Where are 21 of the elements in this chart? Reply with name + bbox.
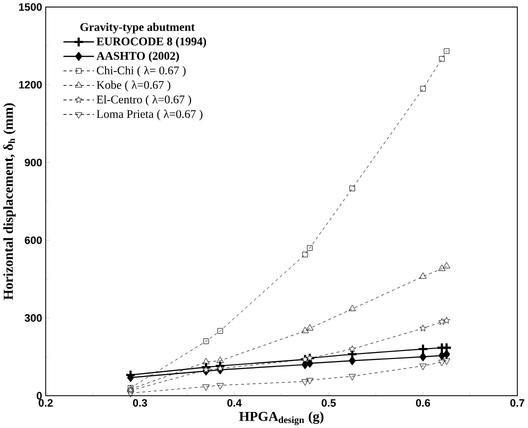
y-tick-label: 1200 <box>19 80 42 88</box>
x-tick-label: 0.3 <box>133 398 148 407</box>
legend-title: Gravity-type abutment <box>80 22 195 34</box>
y-tick-label: 600 <box>24 236 42 244</box>
legend-label: Chi-Chi ( λ= 0.67 ) <box>96 66 186 77</box>
x-tick-label: 0.5 <box>322 398 336 407</box>
legend-label: El-Centro ( λ=0.67 ) <box>96 94 192 106</box>
x-tick-label: 0.2 <box>38 398 53 407</box>
y-tick-label: 0 <box>36 392 42 400</box>
x-tick-label: 0.4 <box>227 398 242 407</box>
y-axis-title: Horizontal displacement, δ$_{h}$ (mm) <box>3 103 16 300</box>
x-axis-title: HPGA$_{design}$ (g) <box>239 411 324 425</box>
x-tick-label: 0.6 <box>416 398 430 407</box>
legend-label: AASHTO (2002) <box>96 51 179 62</box>
legend-label: Kobe ( λ=0.67 ) <box>96 80 170 92</box>
legend-label: Loma Prieta ( λ=0.67 ) <box>96 109 202 120</box>
x-tick-label: 0.7 <box>510 398 524 407</box>
y-tick-label: 1500 <box>19 3 42 11</box>
y-tick-label: 900 <box>24 158 42 166</box>
legend-label: EUROCODE 8 (1994) <box>96 37 206 48</box>
y-tick-label: 300 <box>24 314 42 322</box>
